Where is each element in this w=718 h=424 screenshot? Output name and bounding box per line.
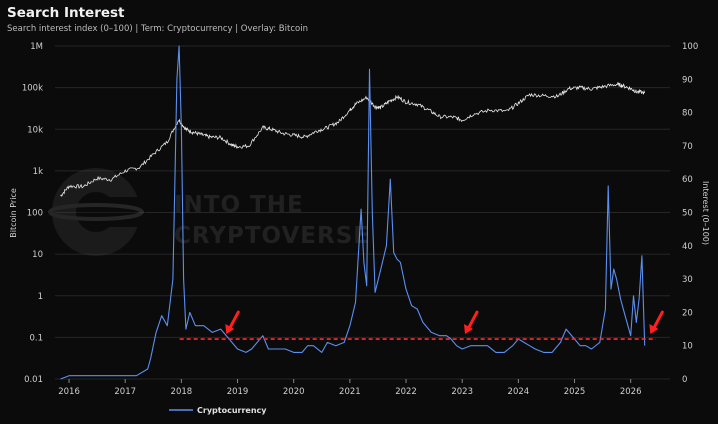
right-tick-label: 10: [682, 342, 693, 352]
x-tick-label: 2017: [114, 387, 136, 397]
left-tick-label: 0.01: [24, 375, 43, 385]
x-tick-label: 2016: [58, 387, 80, 397]
left-tick-label: 10: [32, 250, 43, 260]
x-tick-label: 2025: [564, 387, 586, 397]
grid-lines: [55, 45, 670, 380]
arrow-head: [225, 324, 235, 335]
left-axis-title: Bitcoin Price: [9, 188, 18, 238]
series-group: [60, 45, 646, 380]
arrow-head: [649, 324, 659, 335]
left-tick-label: 0.1: [29, 333, 43, 343]
left-tick-label: 100k: [22, 84, 43, 94]
right-tick-label: 20: [682, 308, 693, 318]
right-tick-label: 0: [682, 375, 687, 385]
watermark-line2: CRYPTOVERSE: [174, 223, 370, 249]
x-tick-label: 2021: [339, 387, 361, 397]
watermark-line1: INTO THE: [174, 192, 304, 218]
x-tick-label: 2022: [395, 387, 417, 397]
x-tick-label: 2024: [508, 387, 530, 397]
left-axis-ticks: 0.01 0.1 1 10 100 1k 10k 100k 1M: [22, 42, 43, 385]
series-line-bitcoin: [60, 81, 646, 197]
x-axis-ticks: 2016 2017 2018 2019 2020 2021 2022 2023 2024 2025…: [58, 379, 642, 397]
arrow-shaft: [227, 310, 240, 331]
x-tick-label: 2019: [227, 387, 249, 397]
chart-title: Search Interest: [7, 5, 125, 21]
right-tick-label: 80: [682, 109, 693, 119]
x-tick-label: 2018: [171, 387, 193, 397]
annotations-group: [179, 310, 664, 340]
x-tick-label: 2023: [451, 387, 473, 397]
right-axis-ticks: 0 10 20 30 40 50 60 70 80 90 100: [682, 42, 698, 385]
watermark-logo: INTO THE CRYPTOVERSE: [48, 168, 370, 256]
left-tick-label: 1k: [33, 167, 43, 177]
watermark-circle: [52, 168, 140, 256]
right-tick-label: 50: [682, 209, 693, 219]
x-tick-label: 2026: [620, 387, 642, 397]
arrow-shaft: [466, 310, 479, 331]
series-line-cryptocurrency: [60, 45, 646, 380]
right-tick-label: 70: [682, 142, 693, 152]
right-tick-label: 90: [682, 75, 693, 85]
left-tick-label: 10k: [27, 125, 43, 135]
right-tick-label: 60: [682, 175, 693, 185]
arrow-shaft: [651, 310, 664, 331]
chart-subtitle: Search interest index (0–100) | Term: Cr…: [7, 24, 308, 34]
left-tick-label: 1: [38, 292, 43, 302]
right-tick-label: 100: [682, 42, 698, 52]
left-tick-label: 1M: [30, 42, 43, 52]
legend-label-cryptocurrency: Cryptocurrency: [197, 406, 267, 415]
legend: Cryptocurrency: [169, 406, 267, 415]
left-tick-label: 100: [27, 209, 43, 219]
right-tick-label: 30: [682, 275, 693, 285]
arrow-head: [464, 324, 473, 335]
right-axis-title: Interest (0–100): [701, 181, 710, 245]
x-tick-label: 2020: [283, 387, 305, 397]
right-tick-label: 40: [682, 242, 693, 252]
